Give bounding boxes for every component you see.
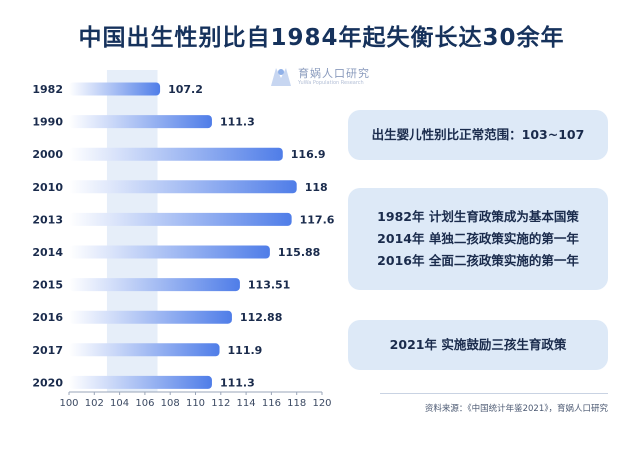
x-tick-label-120: 120 xyxy=(312,398,331,409)
value-label-2014: 115.88 xyxy=(278,246,320,259)
value-label-2017: 111.9 xyxy=(228,344,263,357)
category-label-1982: 1982 xyxy=(32,83,63,96)
category-label-1990: 1990 xyxy=(32,116,63,129)
x-tick-label-116: 116 xyxy=(262,398,281,409)
value-label-2000: 116.9 xyxy=(291,148,326,161)
value-label-2020: 111.3 xyxy=(220,376,255,389)
x-tick-label-108: 108 xyxy=(161,398,180,409)
category-label-2016: 2016 xyxy=(32,311,63,324)
policy-2021-panel: 2021年 实施鼓励三孩生育政策 xyxy=(348,320,608,370)
policy-line-1982: 1982年 计划生育政策成为基本国策 xyxy=(377,209,579,224)
bar-2015 xyxy=(69,278,240,292)
policy-line-2014: 2014年 单独二孩政策实施的第一年 xyxy=(377,231,579,246)
source-divider xyxy=(380,393,608,394)
policy-line-2016: 2016年 全面二孩政策实施的第一年 xyxy=(377,253,579,268)
bar-2020 xyxy=(69,375,212,389)
value-label-2016: 112.88 xyxy=(240,311,282,324)
category-label-2015: 2015 xyxy=(32,279,63,292)
x-tick-label-114: 114 xyxy=(237,398,256,409)
value-label-2010: 118 xyxy=(305,181,328,194)
value-label-1990: 111.3 xyxy=(220,116,255,129)
value-label-1982: 107.2 xyxy=(168,83,203,96)
value-label-2013: 117.6 xyxy=(300,213,335,226)
bar-2016 xyxy=(69,310,232,324)
bar-2010 xyxy=(69,180,297,194)
x-tick-label-118: 118 xyxy=(287,398,306,409)
normal-range-panel: 出生婴儿性别比正常范围：103~107 xyxy=(348,110,608,160)
chart-title: 中国出生性别比自1984年起失衡长达30余年 xyxy=(78,25,565,51)
logo-name-en: YuWa Population Research xyxy=(298,80,364,86)
policy-panel: 1982年 计划生育政策成为基本国策 2014年 单独二孩政策实施的第一年 20… xyxy=(348,188,608,290)
value-label-2015: 113.51 xyxy=(248,279,290,292)
x-tick-label-102: 102 xyxy=(85,398,104,409)
bar-2014 xyxy=(69,245,270,259)
normal-range-text: 出生婴儿性别比正常范围：103~107 xyxy=(371,127,585,142)
x-tick-label-100: 100 xyxy=(59,398,78,409)
category-label-2020: 2020 xyxy=(32,376,63,389)
logo-icon xyxy=(271,68,291,86)
bar-2017 xyxy=(69,343,220,357)
category-label-2014: 2014 xyxy=(32,246,63,259)
x-tick-label-106: 106 xyxy=(135,398,154,409)
x-tick-label-112: 112 xyxy=(211,398,230,409)
bar-2013 xyxy=(69,212,292,226)
x-tick-label-110: 110 xyxy=(186,398,205,409)
category-label-2013: 2013 xyxy=(32,213,63,226)
bar-2000 xyxy=(69,147,283,161)
x-tick-label-104: 104 xyxy=(110,398,129,409)
category-label-2000: 2000 xyxy=(32,148,63,161)
category-label-2010: 2010 xyxy=(32,181,63,194)
source-note: 资料来源：《中国统计年鉴2021》，育娲人口研究 xyxy=(424,404,608,414)
category-label-2017: 2017 xyxy=(32,344,63,357)
logo-name-cn: 育娲人口研究 xyxy=(298,67,370,80)
policy-line-2021: 2021年 实施鼓励三孩生育政策 xyxy=(389,337,567,352)
bar-1990 xyxy=(69,115,212,129)
logo: 育娲人口研究 YuWa Population Research xyxy=(268,64,370,90)
bar-1982 xyxy=(69,82,161,96)
